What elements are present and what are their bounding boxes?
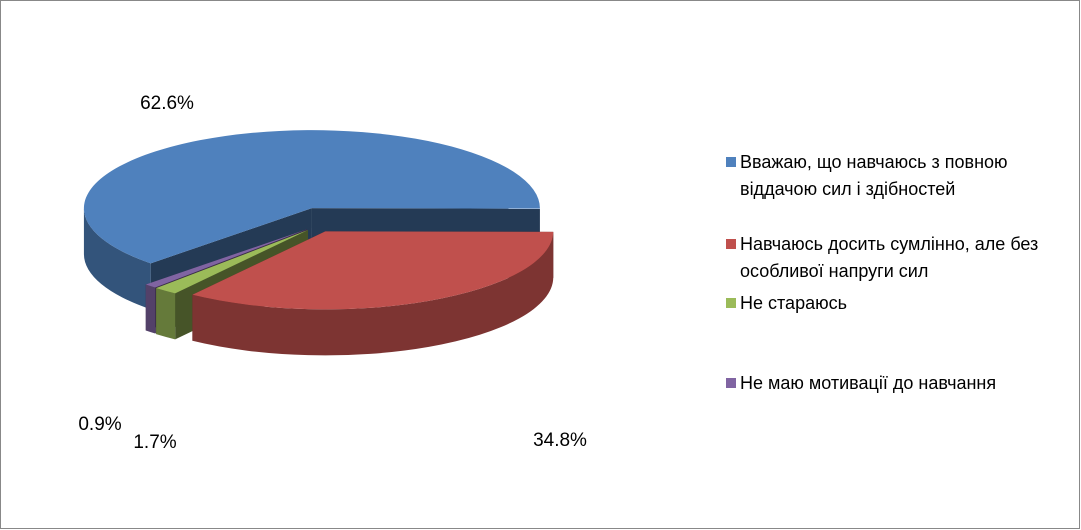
data-label: 62.6% [140,93,194,114]
legend-swatch [726,378,736,388]
data-label: 1.7% [133,432,176,453]
legend-label: Вважаю, що навчаюсь з повною віддачою си… [740,152,1008,199]
legend-swatch [726,239,736,249]
legend-item: Не маю мотивації до навчання [726,370,1071,397]
legend-item: Не стараюсь [726,290,1071,317]
slice-side [83,208,151,310]
data-label: 0.9% [78,414,121,435]
slice [192,231,554,310]
slice-side [145,284,156,334]
legend-label: Навчаюсь досить сумлінно, але без особли… [740,234,1039,281]
legend-item: Вважаю, що навчаюсь з повною віддачою си… [726,149,1071,203]
data-label: 34.8% [533,430,587,451]
slice-side [156,288,176,340]
legend-item: Навчаюсь досить сумлінно, але без особли… [726,231,1071,285]
slice-side [192,231,554,356]
legend-swatch [726,298,736,308]
legend-label: Не маю мотивації до навчання [740,373,997,393]
slice [145,229,308,288]
legend-swatch [726,157,736,167]
legend-label: Не стараюсь [740,293,847,313]
slice [83,130,540,264]
slice [156,229,308,294]
